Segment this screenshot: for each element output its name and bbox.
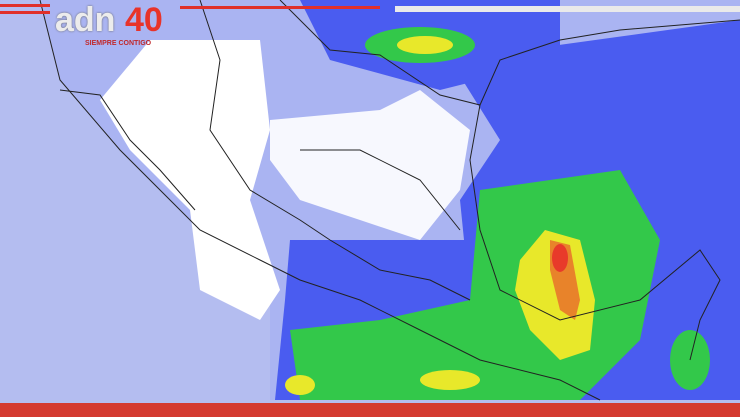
top-stripe-left bbox=[0, 4, 50, 7]
very-heavy-north bbox=[397, 36, 453, 54]
logo-number: 40 bbox=[125, 1, 163, 39]
dry-area bbox=[100, 40, 280, 320]
logo-tagline: SIEMPRE CONTIGO bbox=[85, 40, 152, 47]
top-stripe-right bbox=[395, 6, 740, 12]
bottom-ticker-bar bbox=[0, 403, 740, 417]
top-stripe-left-2 bbox=[0, 11, 50, 14]
logo-text: adn bbox=[55, 1, 116, 39]
adn40-logo: adn 40 SIEMPRE CONTIGO bbox=[55, 1, 185, 50]
top-stripe-center bbox=[180, 6, 380, 9]
dry-area-central bbox=[270, 90, 470, 240]
very-heavy-core bbox=[515, 230, 595, 360]
very-heavy-pacific bbox=[285, 375, 315, 395]
borders bbox=[39, 0, 740, 401]
very-heavy-coast bbox=[420, 370, 480, 390]
extreme-center bbox=[552, 244, 568, 272]
